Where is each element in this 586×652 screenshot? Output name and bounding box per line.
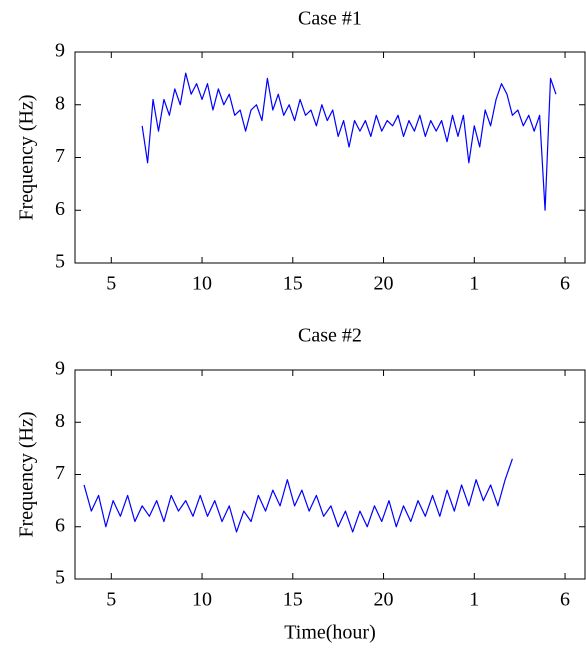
y-tick-label: 6 bbox=[55, 198, 65, 220]
x-tick-label: 1 bbox=[469, 273, 479, 295]
data-line bbox=[83, 458, 513, 533]
plot-frame bbox=[74, 369, 586, 580]
x-tick-label: 15 bbox=[283, 273, 303, 295]
y-axis-label: Frequency (Hz) bbox=[16, 411, 38, 537]
chart-title: Case #2 bbox=[298, 325, 362, 347]
chart-title: Case #1 bbox=[298, 8, 362, 30]
x-tick-label: 10 bbox=[192, 589, 212, 611]
x-tick-label: 6 bbox=[560, 273, 570, 295]
y-tick-label: 8 bbox=[55, 410, 65, 432]
y-tick-label: 7 bbox=[55, 145, 65, 167]
x-tick-label: 20 bbox=[374, 273, 394, 295]
x-tick-label: 5 bbox=[106, 589, 116, 611]
y-tick-label: 7 bbox=[55, 462, 65, 484]
y-tick-label: 9 bbox=[55, 358, 65, 380]
x-tick-label: 5 bbox=[106, 273, 116, 295]
x-tick-label: 15 bbox=[283, 589, 303, 611]
plot-frame bbox=[74, 51, 586, 264]
y-tick-label: 5 bbox=[55, 567, 65, 589]
x-tick-label: 10 bbox=[192, 273, 212, 295]
y-tick-label: 9 bbox=[55, 40, 65, 62]
x-tick-label: 20 bbox=[374, 589, 394, 611]
y-tick-label: 5 bbox=[55, 251, 65, 273]
y-tick-label: 8 bbox=[55, 92, 65, 114]
y-tick-label: 6 bbox=[55, 514, 65, 536]
data-line bbox=[141, 72, 557, 211]
x-tick-label: 6 bbox=[560, 589, 570, 611]
x-tick-label: 1 bbox=[469, 589, 479, 611]
y-axis-label: Frequency (Hz) bbox=[16, 94, 38, 220]
x-axis-label: Time(hour) bbox=[284, 622, 375, 644]
